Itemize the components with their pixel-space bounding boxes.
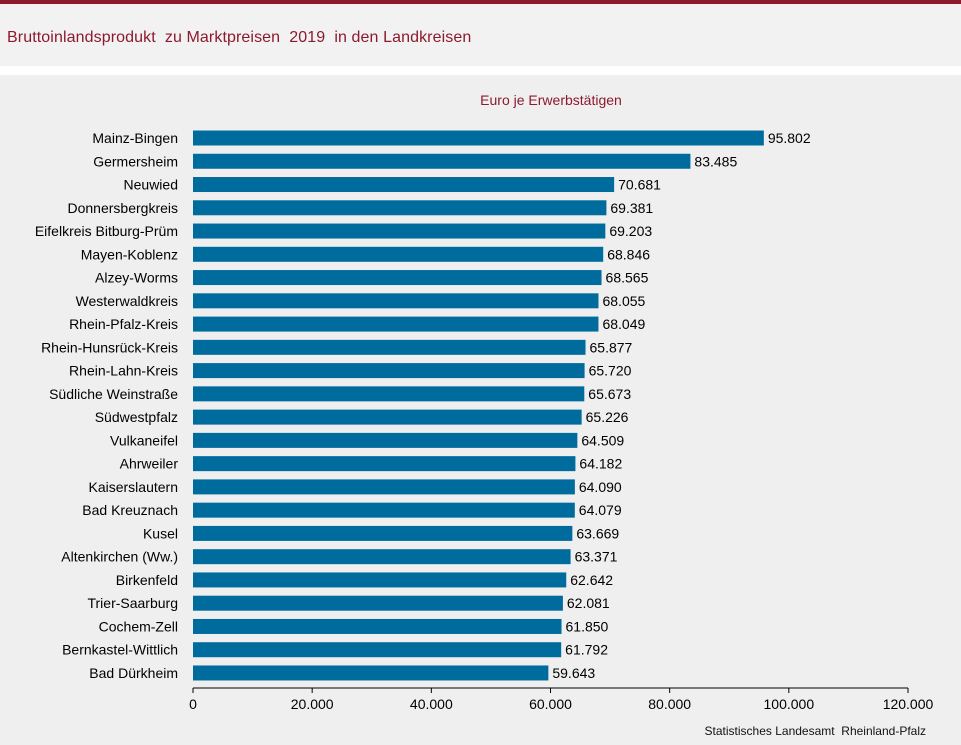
value-label: 62.081 (567, 595, 610, 611)
value-label: 70.681 (618, 177, 661, 193)
value-label: 64.509 (581, 432, 624, 448)
value-label: 65.673 (588, 386, 631, 402)
bar (193, 642, 562, 658)
value-label: 63.371 (575, 549, 618, 565)
value-label: 95.802 (768, 130, 811, 146)
category-label: Kaiserslautern (89, 479, 179, 495)
bar (193, 316, 599, 332)
category-label: Birkenfeld (116, 572, 178, 588)
bar (193, 270, 602, 286)
category-label: Vulkaneifel (110, 432, 178, 448)
x-tick-label: 40.000 (410, 696, 453, 712)
value-label: 68.049 (602, 316, 645, 332)
category-label: Mayen-Koblenz (81, 246, 178, 262)
value-label: 63.669 (576, 525, 619, 541)
header-divider (0, 66, 961, 75)
x-tick-label: 80.000 (648, 696, 691, 712)
x-tick-label: 60.000 (529, 696, 572, 712)
bar (193, 200, 607, 216)
x-tick-label: 120.000 (883, 696, 934, 712)
category-label: Germersheim (93, 153, 178, 169)
top-accent-bar (0, 0, 961, 4)
value-label: 64.090 (579, 479, 622, 495)
category-label: Westerwaldkreis (76, 293, 178, 309)
bar (193, 409, 582, 425)
value-label: 64.079 (579, 502, 622, 518)
bar (193, 130, 764, 146)
bar (193, 363, 585, 379)
bar (193, 456, 576, 472)
category-label: Rhein-Pfalz-Kreis (69, 316, 178, 332)
category-label: Cochem-Zell (99, 618, 178, 634)
x-tick-label: 0 (189, 696, 197, 712)
bar (193, 525, 573, 541)
x-axis: 0 20.000 40.000 60.000 80.000 100.000 120.000 (189, 687, 934, 712)
value-label: 68.055 (602, 293, 645, 309)
value-label: 61.850 (566, 618, 609, 634)
category-label: Südliche Weinstraße (49, 386, 178, 402)
category-label: Rhein-Hunsrück-Kreis (41, 339, 178, 355)
bar (193, 339, 586, 355)
category-label: Altenkirchen (Ww.) (61, 549, 178, 565)
bars-layer: Mainz-Bingen 95.802 Germersheim 83.485 Neuwi… (35, 130, 811, 681)
category-label: Neuwied (124, 177, 178, 193)
bar (193, 572, 567, 588)
chart-area: Euro je Erwerbstätigen Mainz-Bingen 95.80… (0, 75, 961, 745)
chart-title: Euro je Erwerbstätigen (480, 92, 622, 108)
bar (193, 432, 578, 448)
bar (193, 153, 691, 169)
value-label: 68.846 (607, 246, 650, 262)
bar (193, 293, 599, 309)
category-label: Bernkastel-Wittlich (62, 642, 178, 658)
category-label: Mainz-Bingen (92, 130, 178, 146)
category-label: Südwestpfalz (95, 409, 178, 425)
x-tick-label: 100.000 (764, 696, 815, 712)
value-label: 69.381 (610, 200, 653, 216)
value-label: 83.485 (694, 153, 737, 169)
bar (193, 618, 562, 634)
bar (193, 479, 575, 495)
value-label: 61.792 (565, 642, 608, 658)
category-label: Donnersbergkreis (68, 200, 179, 216)
value-label: 64.182 (579, 456, 622, 472)
value-label: 65.720 (589, 363, 632, 379)
value-label: 65.877 (590, 339, 633, 355)
value-label: 65.226 (586, 409, 629, 425)
category-label: Alzey-Worms (95, 270, 178, 286)
category-label: Eifelkreis Bitburg-Prüm (35, 223, 178, 239)
category-label: Bad Dürkheim (89, 665, 178, 681)
bar (193, 595, 563, 611)
bar (193, 177, 615, 193)
category-label: Trier-Saarburg (87, 595, 178, 611)
category-label: Ahrweiler (120, 456, 179, 472)
header: Bruttoinlandsprodukt zu Marktpreisen 201… (0, 4, 961, 66)
bar (193, 386, 585, 402)
bar (193, 246, 604, 262)
value-label: 62.642 (570, 572, 613, 588)
category-label: Bad Kreuznach (82, 502, 178, 518)
page-title: Bruttoinlandsprodukt zu Marktpreisen 201… (7, 29, 472, 46)
x-tick-label: 20.000 (291, 696, 334, 712)
source-note: Statistisches Landesamt Rheinland-Pfalz (704, 724, 926, 738)
bar (193, 549, 571, 565)
bar (193, 223, 606, 239)
category-label: Kusel (143, 525, 178, 541)
value-label: 69.203 (609, 223, 652, 239)
bar (193, 665, 549, 681)
bar (193, 502, 575, 518)
bar-chart: Euro je Erwerbstätigen Mainz-Bingen 95.80… (35, 92, 934, 712)
value-label: 59.643 (552, 665, 595, 681)
value-label: 68.565 (606, 270, 649, 286)
category-label: Rhein-Lahn-Kreis (69, 363, 178, 379)
